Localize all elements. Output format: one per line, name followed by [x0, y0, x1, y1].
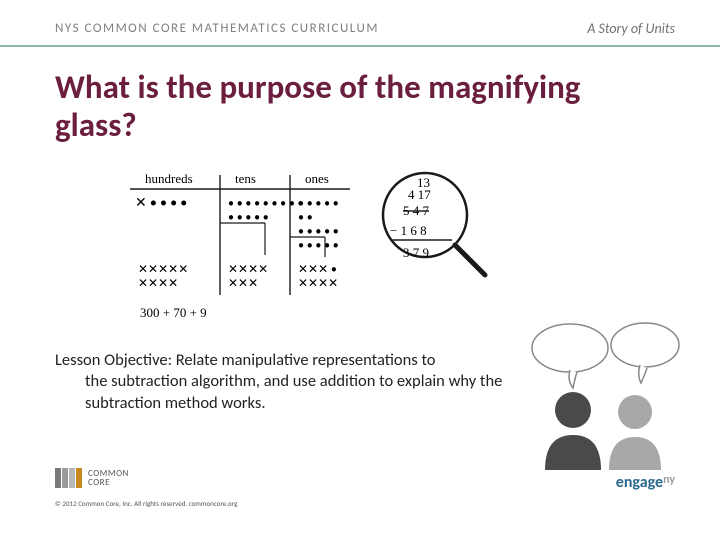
ones-x1: ✕✕✕ •: [298, 263, 337, 277]
hundreds-x2: ✕✕✕✕: [138, 277, 178, 291]
series-label: A Story of Units: [587, 20, 675, 37]
copyright-text: © 2012 Common Core, Inc. All rights rese…: [55, 499, 237, 508]
tens-x: ✕✕✕✕: [228, 263, 268, 277]
slide-title: What is the purpose of the magnifying gl…: [0, 47, 720, 165]
math-work-illustration: hundreds tens ones ✕ • • • • • • • • • •…: [0, 165, 720, 330]
speech-bubble-right: [611, 323, 679, 367]
engageny-logo: engageny: [616, 473, 675, 492]
person-head-right: [618, 395, 652, 429]
ones-x2: ✕✕✕✕: [298, 277, 338, 291]
header-bar: NYS COMMON CORE MATHEMATICS CURRICULUM A…: [0, 0, 720, 47]
ones-r1: • • • • •: [298, 197, 339, 211]
regrouped-top2: 4 17: [408, 187, 431, 202]
difference: 3 7 9: [403, 245, 429, 260]
engage-word: engage: [616, 473, 663, 492]
cc-squares-icon: [55, 468, 82, 488]
col-ones: ones: [305, 171, 329, 186]
col-hundreds: hundreds: [145, 171, 193, 186]
speech-bubble-left: [532, 324, 608, 372]
person-body-left: [545, 435, 601, 470]
tens-r1: • • • • • • • • •: [228, 197, 304, 211]
ones-r2: • •: [298, 211, 313, 225]
objective-text-cont: the subtraction algorithm, and use addit…: [55, 371, 510, 414]
objective-text: Relate manipulative representations to: [176, 350, 436, 370]
engage-ny: ny: [663, 473, 675, 487]
hundreds-r1: ✕ • • • •: [135, 194, 187, 211]
tens-x2: ✕✕✕: [228, 277, 258, 291]
cc-text-2: CORE: [88, 478, 129, 487]
magnifier-handle: [455, 245, 485, 275]
ones-r4: • • • • •: [298, 239, 339, 253]
subtrahend: − 1 6 8: [390, 223, 427, 238]
person-head-left: [555, 392, 591, 428]
minuend: 5 4 7: [403, 203, 430, 218]
expanded-form: 300 + 70 + 9: [140, 305, 207, 320]
col-tens: tens: [235, 171, 256, 186]
objective-label: Lesson Objective:: [55, 350, 172, 370]
common-core-logo: COMMON CORE: [55, 468, 129, 488]
hundreds-x: ✕✕✕✕✕: [138, 263, 188, 277]
curriculum-label: NYS COMMON CORE MATHEMATICS CURRICULUM: [55, 21, 379, 36]
person-body-right: [609, 437, 661, 470]
people-illustration: [515, 320, 685, 470]
